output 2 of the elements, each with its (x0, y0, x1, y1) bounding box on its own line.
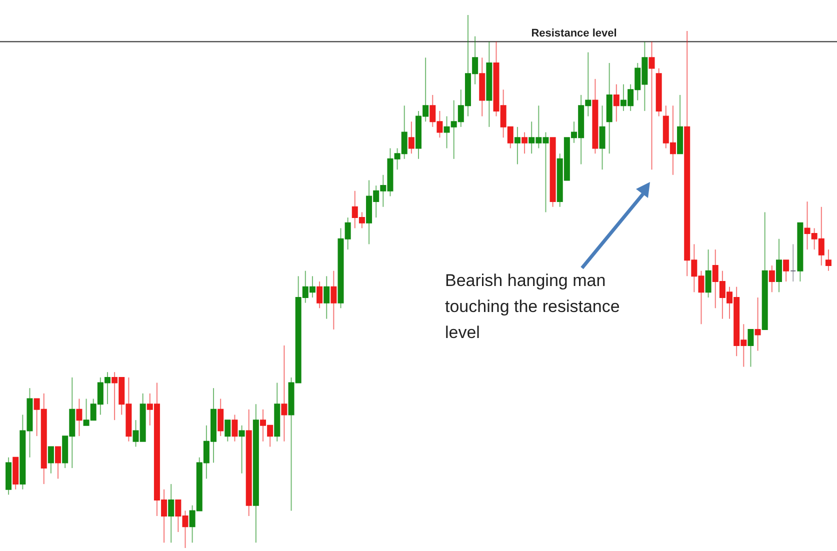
annotation: Bearish hanging man touching the resistance level (445, 270, 621, 344)
ref-line-label: Resistance level (531, 28, 617, 40)
